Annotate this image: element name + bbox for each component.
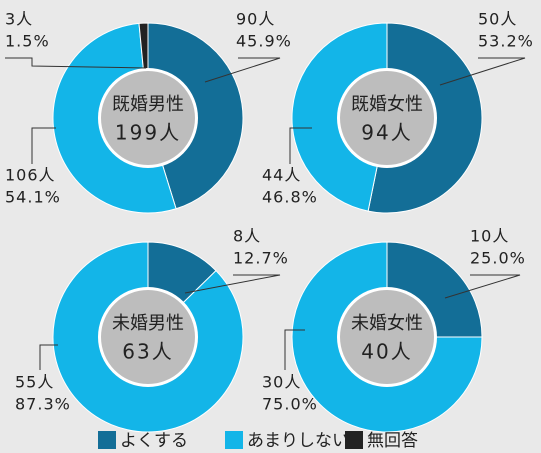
- percent-label: 25.0%: [470, 249, 526, 268]
- count-label: 90人: [236, 10, 275, 29]
- leader-line: [284, 329, 305, 370]
- center-disc: [101, 290, 195, 384]
- leader-line: [204, 57, 281, 83]
- count-label: 3人: [5, 10, 33, 29]
- count-label: 44人: [262, 166, 301, 185]
- percent-label: 54.1%: [5, 188, 61, 207]
- total-label: 40人: [361, 340, 412, 364]
- count-label: 30人: [262, 373, 301, 392]
- center-disc: [340, 290, 434, 384]
- count-label: 55人: [15, 373, 54, 392]
- legend-swatch: [225, 431, 243, 449]
- leader-line: [31, 127, 56, 164]
- center-disc: [101, 71, 195, 165]
- percent-label: 45.9%: [236, 32, 292, 51]
- leader-line: [5, 57, 147, 69]
- center-disc: [340, 71, 434, 165]
- percent-label: 75.0%: [262, 395, 318, 414]
- percent-label: 1.5%: [5, 32, 50, 51]
- count-label: 8人: [233, 227, 261, 246]
- legend-swatch: [345, 431, 363, 449]
- legend-label: 無回答: [367, 431, 418, 451]
- count-label: 106人: [5, 166, 56, 185]
- total-label: 199人: [115, 121, 181, 145]
- percent-label: 46.8%: [262, 188, 318, 207]
- leader-line: [39, 344, 58, 370]
- chart-title: 未婚男性: [112, 313, 184, 334]
- percent-label: 12.7%: [233, 249, 289, 268]
- leader-line: [439, 57, 526, 86]
- total-label: 94人: [361, 121, 412, 145]
- total-label: 63人: [122, 340, 173, 364]
- legend-swatch: [98, 431, 116, 449]
- percent-label: 87.3%: [15, 395, 71, 414]
- chart-title: 既婚女性: [351, 94, 423, 115]
- leader-line: [444, 274, 521, 299]
- leader-line: [289, 127, 312, 164]
- count-label: 50人: [478, 10, 517, 29]
- count-label: 10人: [470, 227, 509, 246]
- slice: [291, 241, 483, 433]
- percent-label: 53.2%: [478, 32, 534, 51]
- chart-title: 既婚男性: [112, 94, 184, 115]
- legend-label: あまりしない: [247, 431, 349, 451]
- legend-label: よくする: [120, 431, 188, 451]
- chart-title: 未婚女性: [351, 313, 423, 334]
- leader-line: [184, 274, 281, 294]
